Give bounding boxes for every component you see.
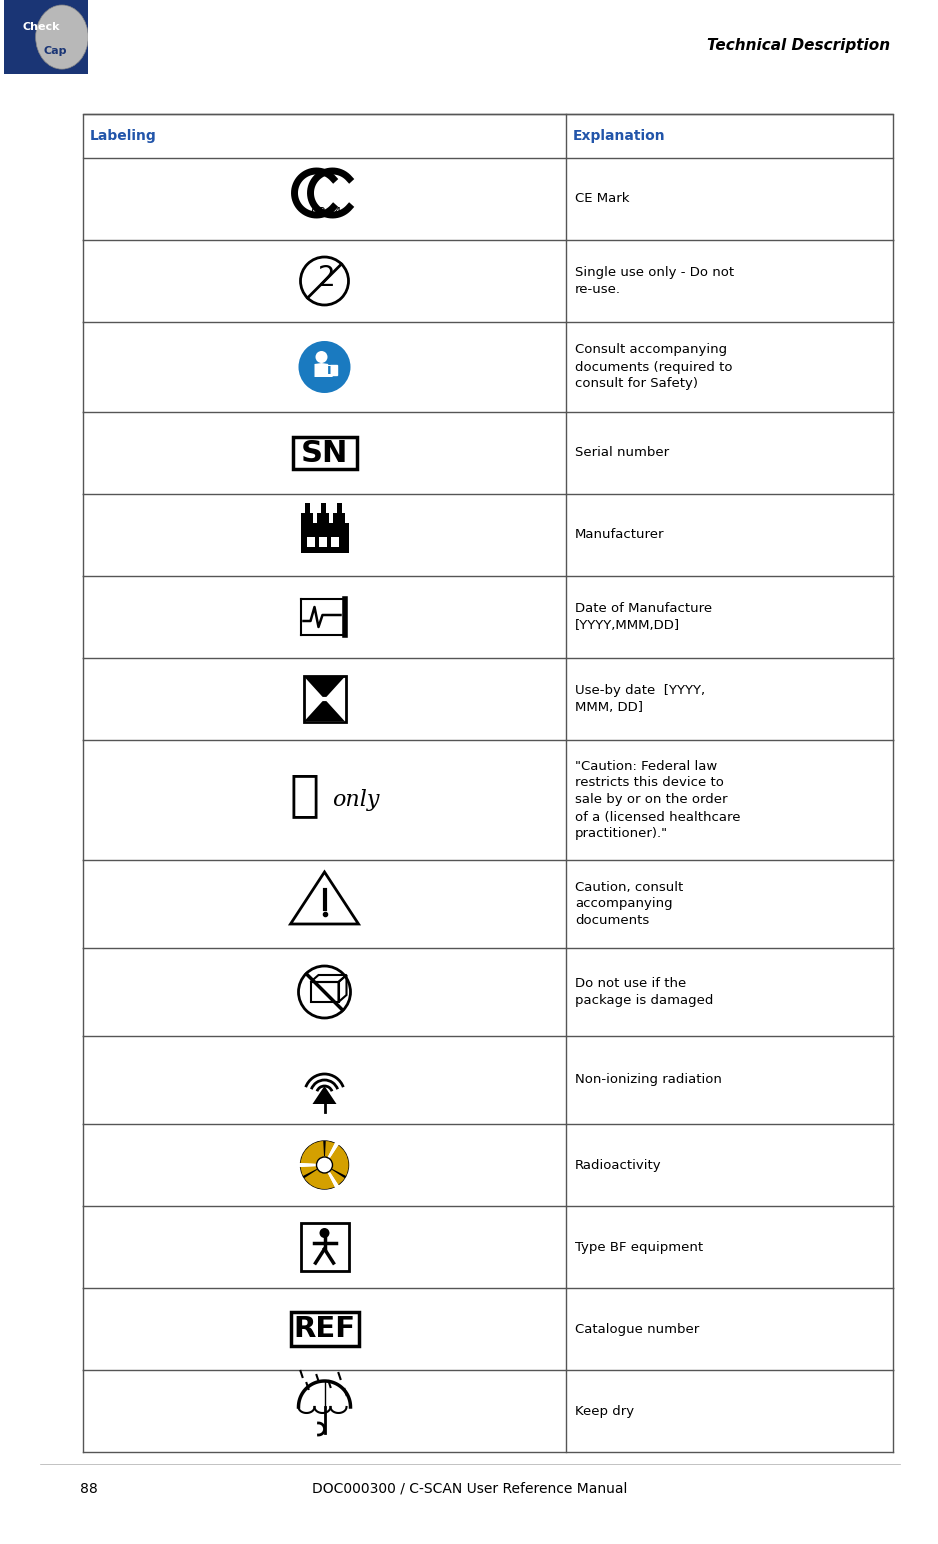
Text: 0344: 0344	[310, 207, 341, 219]
Bar	[293, 437, 356, 469]
Bar	[83, 114, 893, 157]
Bar	[304, 676, 345, 723]
Wedge shape	[325, 1166, 338, 1187]
Circle shape	[298, 341, 351, 394]
Bar	[316, 513, 328, 523]
Bar	[310, 982, 339, 1002]
Wedge shape	[304, 1166, 344, 1189]
Bar	[300, 513, 312, 523]
Circle shape	[300, 1141, 349, 1189]
Wedge shape	[325, 1166, 338, 1187]
Polygon shape	[305, 699, 344, 721]
Circle shape	[320, 1227, 329, 1238]
Text: Manufacturer: Manufacturer	[575, 528, 664, 542]
Text: Use-by date  [YYYY,
MMM, DD]: Use-by date [YYYY, MMM, DD]	[575, 684, 705, 713]
Polygon shape	[312, 1085, 337, 1104]
Bar	[332, 513, 344, 523]
Bar	[291, 1312, 358, 1346]
Text: Serial number: Serial number	[575, 446, 669, 460]
Wedge shape	[325, 1143, 338, 1166]
Polygon shape	[314, 363, 335, 377]
Wedge shape	[325, 1143, 338, 1166]
Wedge shape	[325, 1141, 349, 1177]
Text: Catalogue number: Catalogue number	[575, 1323, 699, 1336]
Wedge shape	[299, 1164, 325, 1166]
Bar	[323, 364, 337, 375]
Bar	[337, 503, 341, 513]
Text: Radioactivity: Radioactivity	[575, 1158, 661, 1172]
Bar	[300, 1223, 349, 1271]
Text: CE Mark: CE Mark	[575, 193, 629, 205]
Text: i: i	[327, 363, 332, 377]
Polygon shape	[305, 676, 344, 699]
Wedge shape	[300, 1141, 325, 1177]
Bar	[319, 537, 326, 547]
FancyBboxPatch shape	[2, 0, 90, 76]
Circle shape	[316, 1156, 332, 1173]
Text: Consult accompanying
documents (required to
consult for Safety): Consult accompanying documents (required…	[575, 343, 733, 391]
Wedge shape	[299, 1164, 325, 1166]
Text: ℞: ℞	[290, 772, 320, 820]
Text: Do not use if the
package is damaged: Do not use if the package is damaged	[575, 977, 714, 1007]
Text: Cap: Cap	[43, 46, 67, 56]
Wedge shape	[325, 1143, 338, 1166]
Text: 88: 88	[80, 1482, 98, 1496]
Bar	[307, 537, 314, 547]
Circle shape	[316, 1156, 332, 1173]
Text: REF: REF	[294, 1315, 356, 1343]
Text: Date of Manufacture
[YYYY,MMM,DD]: Date of Manufacture [YYYY,MMM,DD]	[575, 602, 712, 631]
Text: SN: SN	[301, 438, 348, 468]
Text: Keep dry: Keep dry	[575, 1405, 634, 1417]
Text: Non-ionizing radiation: Non-ionizing radiation	[575, 1073, 722, 1087]
Ellipse shape	[36, 5, 88, 69]
Bar	[321, 503, 325, 513]
Text: DOC000300 / C-SCAN User Reference Manual: DOC000300 / C-SCAN User Reference Manual	[312, 1482, 628, 1496]
Text: "Caution: Federal law
restricts this device to
sale by or on the order
of a (lic: "Caution: Federal law restricts this dev…	[575, 760, 740, 840]
Circle shape	[315, 350, 327, 363]
Text: Check: Check	[23, 22, 60, 32]
Text: Single use only - Do not
re-use.: Single use only - Do not re-use.	[575, 266, 734, 296]
Wedge shape	[325, 1143, 338, 1166]
Bar	[305, 503, 310, 513]
Text: only: only	[332, 789, 380, 811]
Text: Caution, consult
accompanying
documents: Caution, consult accompanying documents	[575, 880, 683, 928]
Text: Type BF equipment: Type BF equipment	[575, 1240, 704, 1254]
Text: 2: 2	[318, 264, 335, 292]
Wedge shape	[325, 1166, 338, 1187]
Text: Labeling: Labeling	[90, 130, 157, 144]
Text: Technical Description: Technical Description	[707, 39, 890, 52]
Text: Explanation: Explanation	[573, 130, 666, 144]
Wedge shape	[325, 1166, 338, 1187]
Bar	[300, 523, 349, 553]
Wedge shape	[299, 1164, 325, 1166]
Bar	[330, 537, 339, 547]
Wedge shape	[299, 1164, 325, 1166]
